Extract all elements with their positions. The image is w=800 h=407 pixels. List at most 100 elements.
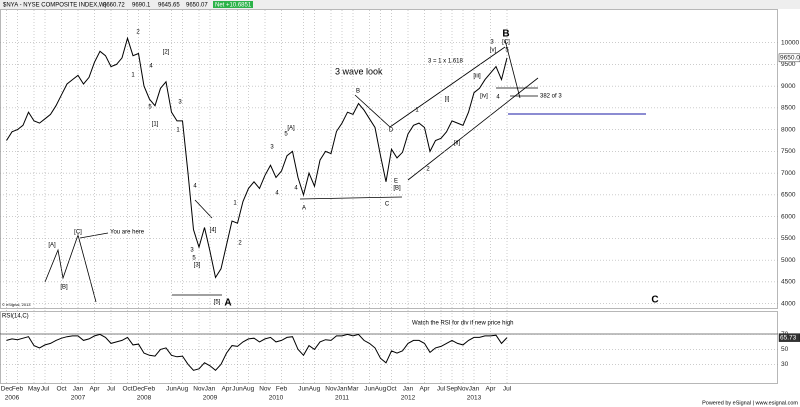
wave-label: 5	[505, 48, 509, 54]
last-value-box	[778, 53, 800, 63]
wave-label: 1	[233, 201, 237, 207]
trend-line	[354, 94, 391, 128]
wave-label: [i]	[445, 97, 450, 103]
wave-label: [B]	[60, 285, 68, 291]
wave-label: 1	[176, 128, 180, 134]
x-tick-label: Aug	[177, 386, 189, 393]
pointer-line	[79, 232, 109, 239]
x-tick-label: Jul	[107, 386, 116, 393]
x-tick-label: Apr	[485, 386, 496, 393]
x-tick-label: Jan	[469, 386, 480, 393]
x-tick-label: Feb	[276, 386, 288, 393]
year-label: 2012	[401, 395, 416, 402]
header-bar	[0, 0, 800, 9]
trend-line	[299, 196, 403, 200]
year-label: 2009	[203, 395, 218, 402]
wave-label: [4]	[210, 228, 217, 234]
year-label: 2008	[137, 395, 152, 402]
wave-label: 3	[490, 40, 494, 46]
x-tick-label: Apr	[89, 386, 100, 393]
y-tick-label: 9500	[781, 61, 796, 68]
wave-label-major: C	[651, 295, 658, 306]
wave-sketch	[44, 233, 97, 303]
rsi-panel	[0, 311, 778, 384]
wave-label: B	[356, 89, 360, 95]
y-tick-label: 7500	[781, 148, 796, 155]
wave-label: [1]	[152, 122, 159, 128]
y-tick-label: 4500	[781, 279, 796, 286]
last-value-label: 65.73	[780, 334, 797, 341]
x-tick-label: Jan	[205, 386, 216, 393]
x-tick-label: Oct	[122, 386, 132, 393]
x-tick-label: Jun	[166, 386, 177, 393]
rsi-label: RSI(14,C)	[2, 314, 29, 320]
wave-label: 2	[136, 30, 140, 36]
y2-tick-label: 30	[781, 361, 789, 368]
wave-label: A	[302, 206, 306, 212]
annotation: Watch the RSI for div if new price high	[412, 321, 514, 327]
wave-label: [iii]	[473, 74, 481, 80]
header-open: 9660.72	[103, 3, 125, 9]
wave-label: E	[394, 179, 398, 185]
annotation: 382 of 3	[540, 94, 562, 100]
x-tick-label: Dec	[133, 386, 145, 393]
year-label: 2006	[5, 395, 20, 402]
wave-label-major: A	[224, 298, 231, 309]
x-tick-label: Aug	[243, 386, 255, 393]
wave-label: 5	[192, 256, 196, 262]
wave-label: 2	[238, 241, 242, 247]
wave-label: [B]	[393, 186, 401, 192]
y-tick-label: 10000	[781, 39, 799, 46]
header-low: 9645.65	[158, 3, 180, 9]
x-tick-label: Sep	[446, 386, 458, 393]
price-panel	[0, 9, 778, 309]
x-tick-label: May	[28, 386, 41, 393]
x-tick-label: Oct	[386, 386, 396, 393]
drawings	[0, 39, 778, 335]
channel-line	[389, 46, 506, 128]
wave-label: [C]	[502, 40, 510, 46]
wave-label: [A]	[48, 243, 56, 249]
wave-label: 5	[284, 132, 288, 138]
x-tick-label: Jan	[337, 386, 348, 393]
footer: Powered by eSignal | www.esignal.com	[702, 400, 798, 406]
x-tick-label: Nov	[325, 386, 337, 393]
year-label: 2013	[467, 395, 482, 402]
x-tick-label: Nov	[259, 386, 271, 393]
x-tick-label: Jun	[232, 386, 243, 393]
header-net: Net +10.6851	[215, 3, 252, 9]
wave-label-major: B	[502, 29, 509, 40]
annotation: 3 wave look	[335, 66, 383, 76]
last-value-label: 9650.07	[780, 55, 800, 62]
wave-label: C	[385, 202, 390, 208]
wave-label: 2	[426, 167, 430, 173]
header-high: 9690.1	[132, 3, 151, 9]
x-tick-label: Apr	[419, 386, 430, 393]
x-tick-label: Jul	[41, 386, 50, 393]
x-tick-label: Mar	[347, 386, 359, 393]
x-tick-label: Aug	[309, 386, 321, 393]
price-line	[6, 36, 508, 279]
y-tick-label: 9000	[781, 83, 796, 90]
y-tick-label: 6000	[781, 213, 796, 220]
wave-label: 4	[149, 64, 153, 70]
y-tick-label: 5000	[781, 257, 796, 264]
wave-label: [iv]	[480, 94, 488, 100]
x-tick-label: Jun	[364, 386, 375, 393]
year-label: 2011	[335, 395, 349, 402]
wave-label: [v]	[490, 48, 497, 54]
y-tick-label: 8000	[781, 126, 796, 133]
y-tick-label: 5500	[781, 235, 796, 242]
x-tick-label: Oct	[56, 386, 66, 393]
x-tick-label: Aug	[375, 386, 387, 393]
header-close: 9650.07	[186, 3, 208, 9]
wave-label: 4	[496, 95, 500, 101]
y2-tick-label: 50	[781, 346, 789, 353]
wave-label: 4	[294, 186, 298, 192]
wave-label: [ii]	[454, 141, 460, 147]
y-tick-label: 6500	[781, 192, 796, 199]
wave-label: [A]	[287, 126, 295, 132]
wave-label: 1	[415, 108, 419, 114]
x-tick-label: Jul	[437, 386, 446, 393]
